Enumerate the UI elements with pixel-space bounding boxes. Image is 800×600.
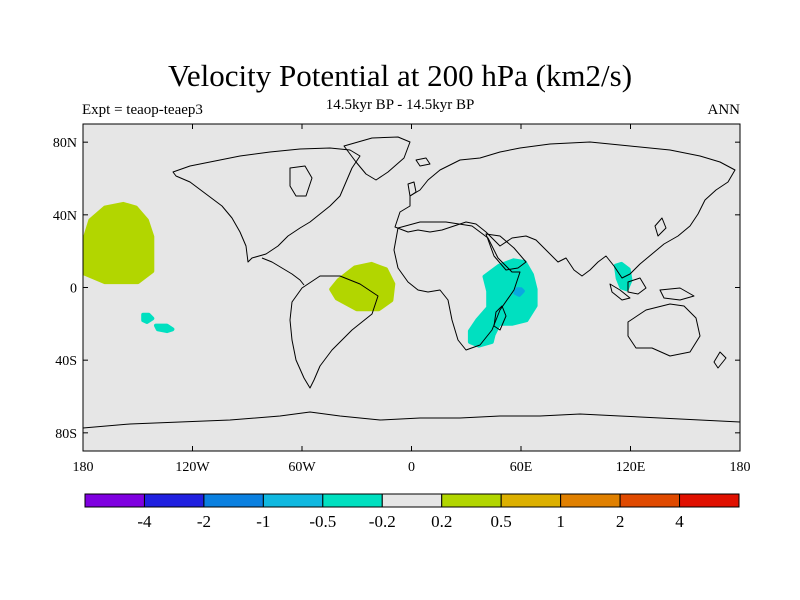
x-tick-label: 180 [73,460,94,475]
coast-borneo [627,277,647,295]
coast-madagascar [493,305,507,331]
anomaly-south-pacific-spot-2 [154,323,175,334]
colorbar-label: -2 [197,512,211,531]
colorbar-swatch [500,493,562,508]
coast-iceland [415,157,431,167]
y-tick-label: 80S [55,427,77,442]
coast-great-britain [407,181,417,197]
colorbar-swatch [203,493,264,508]
x-tick-label: 120W [175,460,210,475]
colorbar-swatch [84,493,145,508]
colorbar-swatch [381,493,443,508]
coast-south-america [289,275,379,389]
y-tick-label: 0 [70,282,77,297]
colorbar-label: 1 [556,512,565,531]
colorbar-label: 0.5 [491,512,512,531]
colorbar-label: -0.2 [369,512,396,531]
x-tick-label: 180 [730,460,751,475]
colorbar-swatch [441,493,502,508]
y-tick-label: 40S [55,354,77,369]
coast-central-america [261,257,305,286]
colorbar-swatch [619,493,681,508]
coast-australia [627,303,701,357]
coast-greenland [343,136,411,181]
y-tick-label: 40N [53,209,77,224]
map-background [83,124,740,451]
colorbar-label: -0.5 [309,512,336,531]
coastlines [83,136,740,429]
coast-africa [393,221,521,351]
colorbar-swatch [679,493,740,508]
x-tick-label: 0 [408,460,415,475]
coast-japan [654,217,667,237]
colorbar-swatch [262,493,324,508]
coast-arabia [485,233,527,271]
colorbar-label: -1 [256,512,270,531]
season-label: ANN [707,102,741,118]
x-tick-label: 60E [510,460,533,475]
coast-antarctica [83,411,740,429]
coast-hudson-bay [289,165,313,197]
map-subtitle: 14.5kyr BP - 14.5kyr BP [325,97,475,113]
coast-new-guinea [659,287,695,301]
colorbar-swatch [322,493,383,508]
colorbar-swatch [143,493,205,508]
colorbar-label: -4 [137,512,152,531]
coast-north-america [172,147,361,263]
colorbar: -4 -2 -1 -0.5 -0.2 0.2 0.5 1 2 4 [84,493,740,531]
anomaly-maritime-negative [613,261,633,292]
colorbar-swatch [560,493,621,508]
anomaly-south-pacific-spot-1 [141,312,155,324]
coast-eurasia [394,141,736,279]
map-frame [82,123,741,452]
x-tick-label: 60W [288,460,316,475]
colorbar-label: 2 [616,512,625,531]
colorbar-label: 4 [675,512,684,531]
anomaly-east-africa-negative [467,258,538,348]
experiment-label: Expt = teaop-teaep3 [82,102,203,118]
map-title: Velocity Potential at 200 hPa (km2/s) [167,58,633,93]
colorbar-label: 0.2 [431,512,452,531]
coast-sumatra [609,283,631,301]
y-tick-label: 80N [53,136,77,151]
map-axes: 180 120W 60W 0 60E 120E 180 80N 40N 0 40S 80S [53,124,751,475]
coast-new-zealand [713,351,727,369]
anomaly-north-pacific-positive [83,201,155,285]
anomaly-layer [83,201,633,348]
anomaly-east-africa-core [513,287,525,297]
x-tick-label: 120E [616,460,646,475]
